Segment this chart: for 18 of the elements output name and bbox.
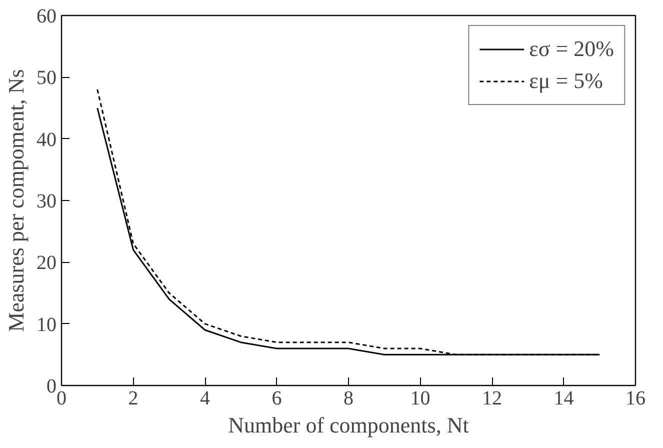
legend-label: εμ = 5% — [529, 68, 603, 94]
y-tick-label: 50 — [36, 67, 56, 90]
y-tick-label: 10 — [36, 314, 56, 336]
y-tick-label: 30 — [36, 190, 56, 212]
x-tick-label: 6 — [272, 388, 282, 410]
y-tick-label: 60 — [36, 6, 56, 28]
x-axis-title: Number of components, Nt — [228, 412, 469, 438]
y-tick-label: 20 — [36, 252, 56, 274]
x-tick-label: 14 — [554, 388, 574, 410]
x-tick-label: 16 — [626, 388, 646, 410]
x-tick-label: 4 — [200, 388, 210, 410]
x-tick-label: 2 — [128, 388, 138, 410]
x-tick-label: 8 — [344, 388, 354, 410]
legend-label: εσ = 20% — [529, 36, 614, 62]
y-tick-label: 40 — [36, 128, 56, 151]
x-tick-label: 12 — [482, 388, 502, 410]
y-axis-title: Measures per compoment, Ns — [4, 69, 28, 332]
x-tick-label: 10 — [410, 388, 430, 410]
